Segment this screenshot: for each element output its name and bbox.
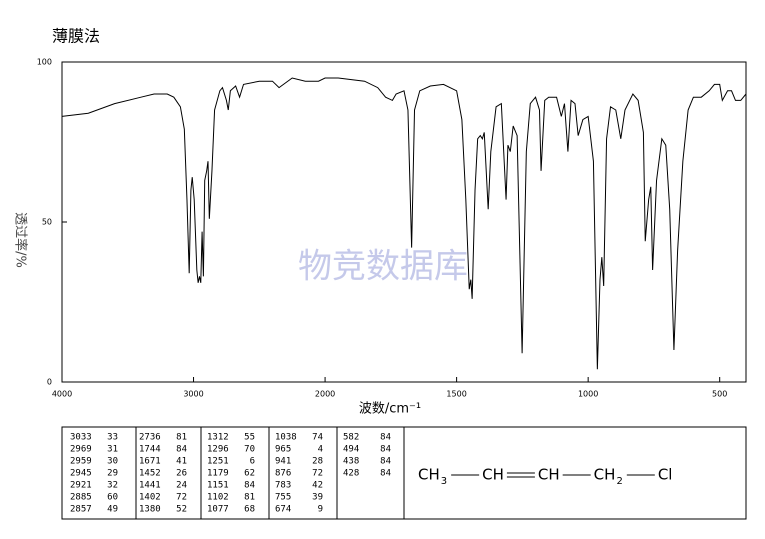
peak-transmittance: 62 xyxy=(244,469,255,479)
peak-transmittance: 74 xyxy=(312,433,323,443)
x-tick-label: 2000 xyxy=(315,390,335,399)
watermark: 物竞数据库 xyxy=(298,247,468,287)
peak-transmittance: 52 xyxy=(176,505,187,515)
peak-transmittance: 24 xyxy=(176,481,187,491)
peak-wavenumber: 2857 xyxy=(70,505,92,515)
peak-transmittance: 81 xyxy=(244,493,255,503)
x-tick-label: 3000 xyxy=(183,390,203,399)
peak-transmittance: 84 xyxy=(176,445,187,455)
peak-wavenumber: 755 xyxy=(275,493,291,503)
peak-wavenumber: 1077 xyxy=(207,505,229,515)
peak-wavenumber: 941 xyxy=(275,457,291,467)
peak-wavenumber: 1402 xyxy=(139,493,161,503)
peak-wavenumber: 582 xyxy=(343,433,359,443)
peak-wavenumber: 2736 xyxy=(139,433,161,443)
peak-transmittance: 42 xyxy=(312,481,323,491)
structure-subscript: 2 xyxy=(616,476,622,487)
peak-transmittance: 28 xyxy=(312,457,323,467)
peak-wavenumber: 3033 xyxy=(70,433,92,443)
peak-wavenumber: 1671 xyxy=(139,457,161,467)
x-tick-label: 1000 xyxy=(578,390,598,399)
peak-wavenumber: 1038 xyxy=(275,433,297,443)
peak-transmittance: 31 xyxy=(107,445,118,455)
peak-wavenumber: 2969 xyxy=(70,445,92,455)
x-tick-label: 500 xyxy=(712,390,727,399)
peak-wavenumber: 1441 xyxy=(139,481,161,491)
peak-wavenumber: 1452 xyxy=(139,469,161,479)
x-axis-label: 波数/cm⁻¹ xyxy=(359,402,421,417)
peak-transmittance: 9 xyxy=(318,505,323,515)
y-axis-label: 透过率/% xyxy=(13,212,29,268)
peak-transmittance: 41 xyxy=(176,457,187,467)
peak-transmittance: 32 xyxy=(107,481,118,491)
peak-transmittance: 55 xyxy=(244,433,255,443)
x-tick-label: 4000 xyxy=(52,390,72,399)
peak-wavenumber: 2885 xyxy=(70,493,92,503)
y-tick-label: 50 xyxy=(42,218,52,227)
peak-transmittance: 72 xyxy=(312,469,323,479)
peak-wavenumber: 494 xyxy=(343,445,359,455)
y-tick-label: 0 xyxy=(47,378,52,387)
peak-transmittance: 84 xyxy=(380,445,391,455)
peak-wavenumber: 1102 xyxy=(207,493,229,503)
peak-transmittance: 84 xyxy=(380,469,391,479)
peak-wavenumber: 1179 xyxy=(207,469,229,479)
x-tick-label: 1500 xyxy=(446,390,466,399)
peak-wavenumber: 674 xyxy=(275,505,291,515)
page-title: 薄膜法 xyxy=(52,27,100,46)
peak-wavenumber: 2921 xyxy=(70,481,92,491)
peak-transmittance: 68 xyxy=(244,505,255,515)
peak-wavenumber: 965 xyxy=(275,445,291,455)
spectrum-line xyxy=(61,77,747,370)
peak-transmittance: 84 xyxy=(380,457,391,467)
peak-transmittance: 33 xyxy=(107,433,118,443)
peak-wavenumber: 1251 xyxy=(207,457,229,467)
structure-group: Cl xyxy=(658,466,673,484)
peak-transmittance: 30 xyxy=(107,457,118,467)
peak-wavenumber: 1744 xyxy=(139,445,161,455)
peak-transmittance: 60 xyxy=(107,493,118,503)
peak-wavenumber: 1151 xyxy=(207,481,229,491)
peak-transmittance: 81 xyxy=(176,433,187,443)
structure-group: CH xyxy=(594,466,616,484)
y-tick-label: 100 xyxy=(37,58,52,67)
peak-transmittance: 72 xyxy=(176,493,187,503)
peak-wavenumber: 1296 xyxy=(207,445,229,455)
peak-transmittance: 6 xyxy=(250,457,255,467)
peak-wavenumber: 2945 xyxy=(70,469,92,479)
peak-transmittance: 29 xyxy=(107,469,118,479)
structure-group: CH xyxy=(418,466,440,484)
peak-wavenumber: 2959 xyxy=(70,457,92,467)
peak-transmittance: 70 xyxy=(244,445,255,455)
peak-wavenumber: 428 xyxy=(343,469,359,479)
structure-group: CH xyxy=(482,466,504,484)
peak-wavenumber: 783 xyxy=(275,481,291,491)
structure-group: CH xyxy=(538,466,560,484)
peak-wavenumber: 1312 xyxy=(207,433,229,443)
peak-transmittance: 26 xyxy=(176,469,187,479)
peak-wavenumber: 1380 xyxy=(139,505,161,515)
peak-transmittance: 84 xyxy=(380,433,391,443)
peak-wavenumber: 876 xyxy=(275,469,291,479)
peak-transmittance: 39 xyxy=(312,493,323,503)
peak-transmittance: 84 xyxy=(244,481,255,491)
structure-formula: CH 3 CH CH CH 2 Cl xyxy=(418,466,672,488)
structure-subscript: 3 xyxy=(441,476,447,487)
peak-transmittance: 49 xyxy=(107,505,118,515)
peak-wavenumber: 438 xyxy=(343,457,359,467)
peak-transmittance: 4 xyxy=(318,445,323,455)
